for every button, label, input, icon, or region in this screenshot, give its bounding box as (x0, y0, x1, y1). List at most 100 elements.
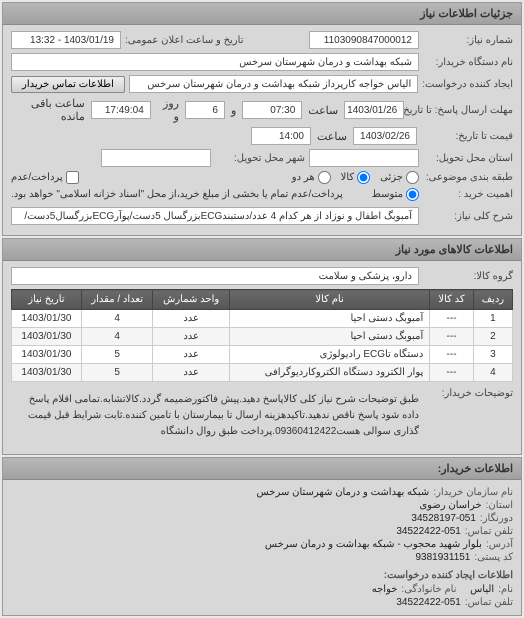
pay-note: پرداخت/عدم تمام یا بخشی از مبلغ خرید،از … (11, 189, 343, 200)
table-cell: 1403/01/30 (12, 346, 82, 364)
creator-name-label: نام: (498, 584, 513, 595)
table-cell: 1403/01/30 (12, 310, 82, 328)
importance-label: اهمیت خرید : (423, 189, 513, 200)
remain-suffix: ساعت باقی مانده (11, 97, 85, 123)
col-qty: تعداد / مقدار (81, 290, 153, 310)
importance-radio-group: متوسط (372, 188, 419, 201)
addr-label: آدرس: (486, 539, 513, 550)
col-date: تاریخ نیاز (12, 290, 82, 310)
remain-and: و (231, 104, 236, 117)
remain-days-label: روز و (157, 97, 179, 123)
budget-radio-group: جزئی کالا هر دو (292, 171, 419, 184)
creator-lname-value: خواجه (372, 584, 398, 595)
table-cell: 4 (81, 328, 153, 346)
budget-opt-a[interactable]: جزئی (380, 171, 419, 184)
table-cell: --- (430, 328, 474, 346)
buyer-unit-field: شبکه بهداشت و درمان شهرستان سرخس (11, 53, 419, 71)
announce-field: 1403/01/19 - 13:32 (11, 31, 121, 49)
deadline-time-field: 07:30 (242, 101, 302, 119)
phone-value: 34522422-051 (396, 526, 461, 537)
buyer-province-label: استان: (486, 500, 513, 511)
saat-label-1: ساعت (308, 104, 338, 117)
table-cell: عدد (153, 328, 229, 346)
announce-label: تاریخ و ساعت اعلان عمومی: (125, 35, 244, 46)
deadline-date-field: 1403/01/26 (344, 101, 404, 119)
col-rownum: ردیف (473, 290, 512, 310)
pay-checkbox[interactable] (66, 171, 79, 184)
table-cell: 5 (81, 364, 153, 382)
phone-label: تلفن تماس: (465, 526, 513, 537)
table-cell: آمبوبگ دستی احیا (229, 310, 429, 328)
table-cell: پوار الکترود دستگاه الکتروکاردیوگرافی (229, 364, 429, 382)
price-time-field: 14:00 (251, 127, 311, 145)
requester-label: ایجاد کننده درخواست: (422, 79, 513, 90)
table-cell: --- (430, 346, 474, 364)
remain-days-field: 6 (185, 101, 225, 119)
remain-time-field: 17:49:04 (91, 101, 151, 119)
col-code: کد کالا (430, 290, 474, 310)
budget-radio-c[interactable] (318, 171, 331, 184)
budget-opt-c[interactable]: هر دو (292, 171, 331, 184)
budget-radio-a[interactable] (406, 171, 419, 184)
budget-radio-b[interactable] (357, 171, 370, 184)
buyer-info-panel: اطلاعات خریدار: نام سازمان خریدار: شبکه … (2, 457, 522, 616)
org-value: شبکه بهداشت و درمان شهرستان سرخس (257, 487, 430, 498)
city-field (101, 149, 211, 167)
post-label: کد پستی: (474, 552, 513, 563)
req-no-field: 1103090847000012 (309, 31, 419, 49)
price-date-field: 1403/02/26 (353, 127, 417, 145)
province-field (309, 149, 419, 167)
table-cell: 1 (473, 310, 512, 328)
contact-buyer-button[interactable]: اطلاعات تماس خریدار (11, 76, 125, 93)
panel1-header: جزئیات اطلاعات نیاز (3, 3, 521, 25)
col-name: نام کالا (229, 290, 429, 310)
creator-name-value: الیاس (470, 584, 494, 595)
table-row: 2---آمبوبگ دستی احیاعدد41403/01/30 (12, 328, 513, 346)
province-label: استان محل تحویل: (423, 153, 513, 164)
buyer-notes: طبق توضیحات شرح نیاز کلی کالاپاسخ دهید.پ… (11, 388, 419, 444)
table-cell: 5 (81, 346, 153, 364)
creator-phone-label: تلفن تماس: (465, 597, 513, 608)
budget-label: طبقه بندی موضوعی: (423, 172, 513, 183)
req-no-label: شماره نیاز: (423, 35, 513, 46)
table-cell: 1403/01/30 (12, 364, 82, 382)
fax-label: دورنگار: (480, 513, 513, 524)
table-cell: 4 (473, 364, 512, 382)
budget-opt-b[interactable]: کالا (341, 171, 371, 184)
buyer-province-value: خراسان رضوی (419, 500, 481, 511)
table-cell: --- (430, 364, 474, 382)
goods-table: ردیف کد کالا نام کالا واحد شمارش تعداد /… (11, 289, 513, 382)
post-value: 9381931151 (416, 552, 471, 563)
table-cell: دستگاه تاECG رادیولوژی (229, 346, 429, 364)
org-label: نام سازمان خریدار: (433, 487, 513, 498)
requester-field: الیاس خواجه کارپرداز شبکه بهداشت و درمان… (129, 75, 418, 93)
group-field: دارو، پزشکی و سلامت (11, 267, 419, 285)
fax-value: 34528197-051 (411, 513, 476, 524)
city-label: شهر محل تحویل: (215, 153, 305, 164)
desc-field: آمبوبگ اطفال و نوزاد از هر کدام 4 عدد/دس… (11, 207, 419, 225)
table-cell: 1403/01/30 (12, 328, 82, 346)
table-cell: --- (430, 310, 474, 328)
need-details-panel: جزئیات اطلاعات نیاز شماره نیاز: 11030908… (2, 2, 522, 236)
addr-value: بلوار شهید محجوب - شبکه بهداشت و درمان س… (265, 539, 482, 550)
deadline-label: مهلت ارسال پاسخ: تا تاریخ: (410, 105, 513, 116)
table-row: 1---آمبوبگ دستی احیاعدد41403/01/30 (12, 310, 513, 328)
table-cell: عدد (153, 364, 229, 382)
notes-label: توضیحات خریدار: (423, 388, 513, 399)
panel2-header: اطلاعات کالاهای مورد نیاز (3, 239, 521, 261)
table-header-row: ردیف کد کالا نام کالا واحد شمارش تعداد /… (12, 290, 513, 310)
col-unit: واحد شمارش (153, 290, 229, 310)
table-cell: 2 (473, 328, 512, 346)
pay-checkbox-item[interactable]: پرداخت/عدم (11, 171, 79, 184)
table-row: 3---دستگاه تاECG رادیولوژیعدد51403/01/30 (12, 346, 513, 364)
importance-opt-a[interactable]: متوسط (372, 188, 419, 201)
table-cell: عدد (153, 310, 229, 328)
price-date-label: قیمت تا تاریخ: (423, 131, 513, 142)
importance-radio-a[interactable] (406, 188, 419, 201)
table-cell: 3 (473, 346, 512, 364)
table-cell: عدد (153, 346, 229, 364)
desc-label: شرح کلی نیاز: (423, 211, 513, 222)
table-cell: آمبوبگ دستی احیا (229, 328, 429, 346)
goods-info-panel: اطلاعات کالاهای مورد نیاز گروه کالا: دار… (2, 238, 522, 455)
pay-label: پرداخت/عدم (11, 172, 63, 183)
